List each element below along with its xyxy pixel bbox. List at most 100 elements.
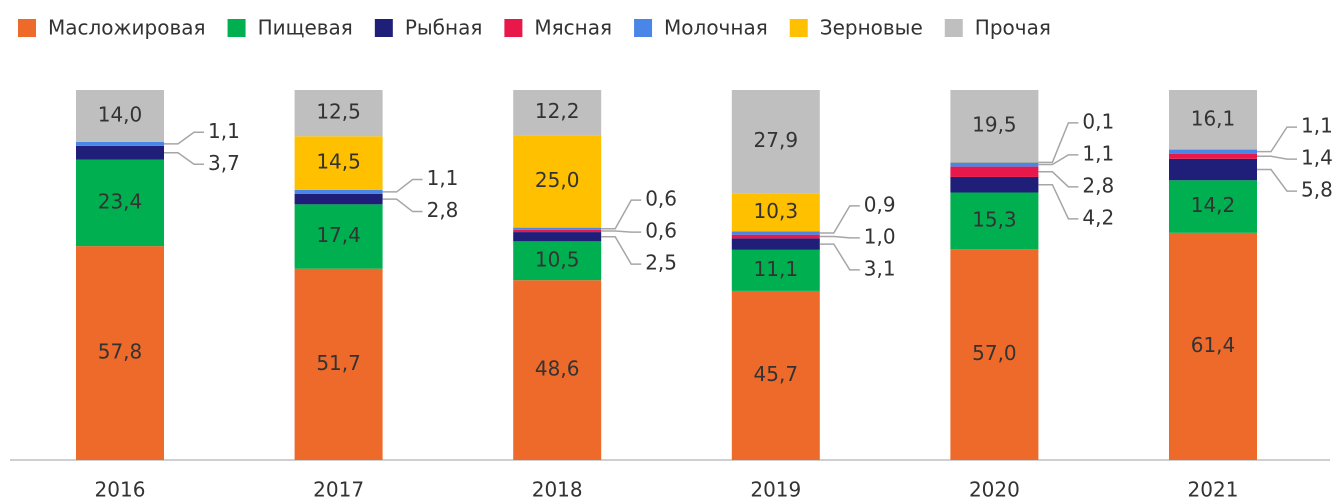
data-label: 2,8 [1082, 173, 1114, 197]
bar-segment [1169, 158, 1257, 181]
data-label: 61,4 [1191, 333, 1236, 357]
data-label: 0,9 [864, 192, 896, 216]
data-label: 25,0 [535, 168, 580, 192]
bar-segment [76, 246, 164, 460]
leader-line [601, 230, 642, 233]
bar-segment [1169, 153, 1257, 159]
data-label: 2,8 [427, 198, 459, 222]
data-label: 12,2 [535, 99, 580, 123]
data-label: 57,0 [972, 341, 1017, 365]
bar-segment [513, 227, 602, 230]
bar-segment [76, 90, 164, 142]
data-label: 10,3 [754, 199, 799, 223]
bar-segment [513, 280, 602, 460]
x-tick-label: 2019 [750, 478, 801, 502]
bar-segment [731, 231, 820, 235]
bar-segment [513, 232, 602, 242]
leader-line [819, 235, 860, 239]
bar-segment [731, 238, 820, 250]
bar-segment [513, 229, 602, 233]
legend-label: Зерновые [820, 16, 923, 40]
bar-segment [513, 241, 602, 281]
legend-swatch [789, 19, 808, 37]
data-label: 51,7 [316, 351, 361, 375]
bar-segment [76, 141, 164, 146]
data-label: 1,4 [1301, 146, 1333, 170]
data-label: 15,3 [972, 207, 1017, 231]
data-label: 17,4 [316, 223, 361, 247]
legend-swatch [227, 19, 246, 37]
bar-segment [76, 145, 164, 160]
data-label: 2,5 [645, 251, 677, 275]
leader-line [1257, 155, 1297, 160]
leader-line [819, 205, 860, 234]
bar-segment [950, 192, 1039, 250]
data-label: 27,9 [754, 128, 799, 152]
bar-segment [1169, 232, 1257, 460]
data-label: 23,4 [98, 189, 143, 213]
bar-segment [950, 176, 1039, 193]
bar-segment [76, 159, 164, 247]
bar-segment [1169, 90, 1257, 150]
bar-segment [294, 193, 383, 205]
bar-segment [513, 135, 602, 228]
data-label: 0,6 [645, 187, 677, 211]
bar-segment [294, 90, 383, 137]
bar-segment [1169, 180, 1257, 233]
bar-segment [731, 249, 820, 291]
data-label: 0,1 [1082, 109, 1114, 133]
leader-line [1038, 154, 1079, 166]
data-label: 3,1 [864, 256, 896, 280]
data-label: 12,5 [316, 100, 361, 124]
data-label: 10,5 [535, 247, 580, 271]
data-label: 11,1 [754, 257, 799, 281]
legend-swatch [374, 19, 393, 37]
legend-swatch [504, 19, 523, 37]
leader-line [382, 198, 423, 213]
leader-line [164, 131, 204, 145]
x-tick-label: 2020 [969, 478, 1020, 502]
legend-label: Мясная [534, 16, 612, 40]
bar-segment [294, 189, 383, 194]
data-label: 14,2 [1191, 193, 1236, 217]
bar-segment [950, 162, 1039, 167]
legend-swatch [18, 19, 36, 37]
legend-label: Молочная [664, 16, 768, 40]
data-label: 1,1 [427, 166, 459, 190]
bar-segment [294, 268, 383, 460]
bar-segment [731, 193, 820, 232]
leader-line [1257, 168, 1297, 192]
bar-segment [513, 90, 602, 136]
bar-segment [950, 166, 1039, 177]
data-label: 45,7 [754, 362, 799, 386]
bar-segment [950, 90, 1039, 163]
leader-line [1257, 126, 1297, 153]
legend-label: Рыбная [405, 16, 483, 40]
data-label: 19,5 [972, 113, 1017, 137]
data-label: 14,5 [316, 150, 361, 174]
data-label: 1,1 [1301, 114, 1333, 138]
data-label: 48,6 [535, 357, 580, 381]
data-label: 0,6 [645, 219, 677, 243]
data-label: 57,8 [98, 340, 143, 364]
x-tick-label: 2018 [532, 478, 583, 502]
leader-line [1038, 183, 1079, 220]
legend-label: Прочая [975, 16, 1051, 40]
bar-segment [731, 234, 820, 239]
bar-segment [294, 136, 383, 190]
leader-line [819, 243, 860, 271]
data-label: 1,1 [1082, 141, 1114, 165]
data-label: 14,0 [98, 102, 143, 126]
legend-swatch [944, 19, 963, 37]
bar-segment [1169, 149, 1257, 154]
data-label: 1,1 [208, 119, 240, 143]
x-tick-label: 2017 [313, 478, 364, 502]
leader-line [382, 178, 423, 193]
leader-line [601, 199, 642, 230]
data-label: 4,2 [1082, 205, 1114, 229]
x-tick-label: 2016 [95, 478, 146, 502]
legend-label: Масложировая [48, 16, 206, 40]
bar-segment [294, 204, 383, 269]
leader-line [1038, 171, 1079, 188]
